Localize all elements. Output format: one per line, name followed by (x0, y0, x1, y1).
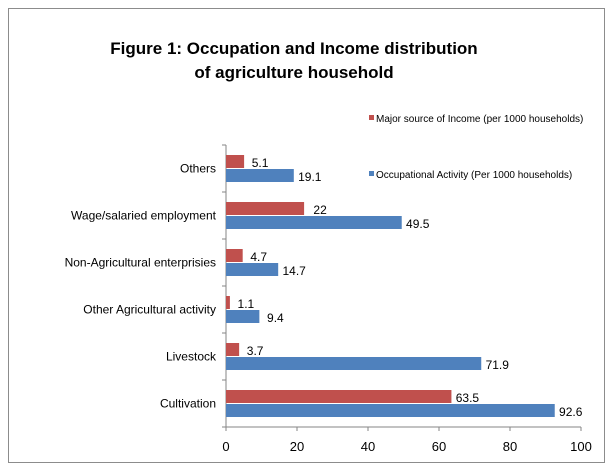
chart-frame: Figure 1: Occupation and Income distribu… (8, 8, 605, 463)
bar-income (226, 202, 305, 215)
category-label: Others (180, 162, 216, 176)
chart-title-line-2: of agriculture household (194, 63, 394, 82)
legend-label-income: Major source of Income (per 1000 househo… (376, 114, 584, 125)
legend-item-occupation: Occupational Activity (Per 1000 househol… (369, 169, 604, 182)
bar-income (226, 296, 230, 309)
data-label-income: 22 (313, 203, 327, 217)
data-label-income: 4.7 (250, 250, 267, 264)
category-label: Wage/salaried employment (71, 209, 217, 223)
x-tick-label: 80 (503, 439, 517, 454)
data-label-income: 5.1 (252, 156, 269, 170)
x-tick-label: 60 (432, 439, 446, 454)
x-tick-label: 100 (570, 439, 592, 454)
data-label-income: 63.5 (456, 391, 480, 405)
x-tick-label: 40 (361, 439, 375, 454)
data-label-occupation: 19.1 (298, 170, 322, 184)
x-tick-label: 0 (222, 439, 229, 454)
legend-swatch-occupation (369, 171, 374, 176)
data-label-occupation: 92.6 (559, 405, 583, 419)
category-label: Cultivation (160, 397, 216, 411)
category-label: Livestock (166, 350, 217, 364)
bar-occupation (226, 216, 402, 229)
chart-title: Figure 1: Occupation and Income distribu… (79, 37, 509, 85)
bar-chart-plot: 0 20 40 60 80 100 Cultivation 63.5 92.6 Livestock… (65, 144, 592, 454)
bar-income (226, 343, 240, 356)
data-label-occupation: 71.9 (486, 358, 510, 372)
legend-item-income: Major source of Income (per 1000 househo… (369, 113, 604, 126)
category-label: Other Agricultural activity (83, 303, 216, 317)
bar-income (226, 155, 245, 168)
data-label-occupation: 49.5 (406, 217, 430, 231)
data-label-occupation: 14.7 (283, 264, 307, 278)
bar-income (226, 249, 243, 262)
bar-occupation (226, 404, 555, 417)
chart-title-line-1: Figure 1: Occupation and Income distribu… (110, 39, 478, 58)
legend-swatch-income (369, 115, 374, 120)
bar-occupation (226, 263, 279, 276)
legend-label-occupation: Occupational Activity (Per 1000 househol… (376, 170, 573, 181)
category-label: Non-Agricultural enterprisies (65, 256, 216, 270)
x-tick-label: 20 (290, 439, 304, 454)
data-label-income: 3.7 (247, 344, 264, 358)
bar-occupation (226, 310, 260, 323)
data-label-occupation: 9.4 (267, 311, 284, 325)
bar-occupation (226, 357, 482, 370)
bar-income (226, 390, 452, 403)
bar-occupation (226, 169, 294, 182)
data-label-income: 1.1 (238, 297, 255, 311)
